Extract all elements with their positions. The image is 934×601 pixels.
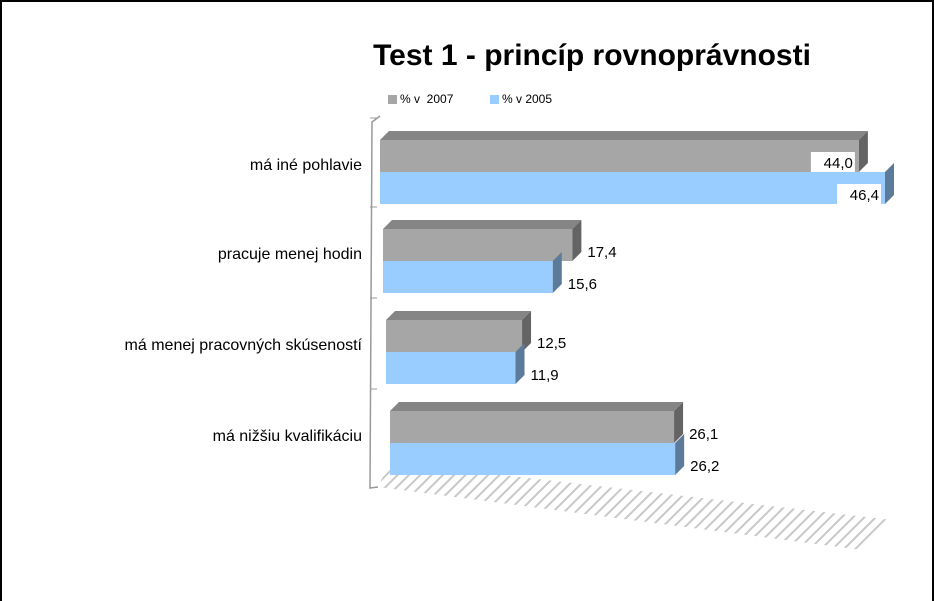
wall bbox=[369, 115, 381, 489]
legend: % v 2007 % v 2005 bbox=[388, 92, 552, 106]
bar bbox=[390, 411, 675, 443]
value-label-box bbox=[837, 184, 881, 206]
bar-side bbox=[515, 343, 525, 384]
floor bbox=[378, 462, 892, 550]
bar-top bbox=[390, 402, 684, 411]
bar-top bbox=[383, 220, 582, 229]
bar bbox=[383, 261, 553, 293]
legend-swatch bbox=[490, 95, 499, 104]
bar bbox=[380, 172, 885, 204]
bar-side bbox=[885, 163, 894, 204]
bar-top bbox=[386, 311, 532, 320]
value-label: 44,0 bbox=[824, 155, 853, 172]
value-label: 26,2 bbox=[690, 458, 719, 475]
legend-label: % v 2005 bbox=[502, 92, 552, 106]
legend-label: % v 2007 bbox=[400, 92, 454, 106]
category-label: má nižšiu kvalifikáciu bbox=[213, 428, 362, 445]
chart-title: Test 1 - princíp rovnoprávnosti bbox=[373, 39, 811, 72]
bar bbox=[380, 140, 859, 172]
bar-top bbox=[380, 131, 868, 140]
category-label: má menej pracovných skúseností bbox=[125, 337, 363, 354]
bar-side bbox=[552, 252, 562, 293]
bar-side bbox=[858, 131, 868, 172]
bar bbox=[390, 443, 676, 475]
value-label: 26,1 bbox=[689, 426, 718, 443]
value-label: 12,5 bbox=[537, 335, 566, 352]
value-label-box bbox=[810, 152, 855, 174]
bar bbox=[383, 229, 573, 261]
category-label: má iné pohlavie bbox=[250, 157, 362, 174]
value-label: 17,4 bbox=[587, 244, 616, 261]
bar-side bbox=[674, 402, 684, 443]
value-label: 15,6 bbox=[568, 276, 597, 293]
legend-swatch bbox=[388, 95, 397, 104]
bar-side bbox=[522, 311, 532, 352]
bar bbox=[386, 352, 516, 384]
bar-side bbox=[675, 434, 685, 475]
bar-side bbox=[572, 220, 582, 261]
value-label: 11,9 bbox=[531, 367, 559, 384]
value-label: 46,4 bbox=[850, 187, 879, 204]
category-label: pracuje menej hodin bbox=[218, 246, 362, 263]
bar bbox=[386, 320, 523, 352]
